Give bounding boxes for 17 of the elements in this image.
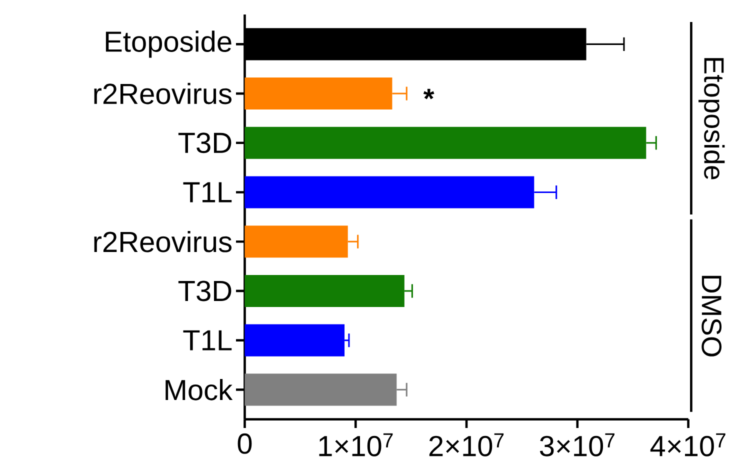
x-tick-label: 4×10$^{7}$ <box>650 434 726 457</box>
y-tick-label: T3D <box>178 280 232 302</box>
x-tick-label: 3×10$^{7}$ <box>540 434 614 457</box>
annotation: * <box>423 89 434 100</box>
bar <box>244 324 345 357</box>
text: Etoposide <box>698 58 725 180</box>
y-tick-label: r2Reovirus <box>94 83 232 104</box>
y-tick-label: T1L <box>183 182 232 202</box>
y-tick-label: r2Reovirus <box>94 231 232 252</box>
y-tick-label: T3D <box>178 132 232 154</box>
y-tick-label: Mock <box>166 379 233 401</box>
y-tick-label: T1L <box>183 330 232 350</box>
y-tick-label: Etoposide <box>106 30 232 58</box>
text: DMSO <box>702 276 722 357</box>
x-tick-label: 0 <box>238 434 252 454</box>
x-tick-label: 1×10$^{7}$ <box>319 434 393 457</box>
x-tick-label: 2×10$^{7}$ <box>429 434 504 457</box>
